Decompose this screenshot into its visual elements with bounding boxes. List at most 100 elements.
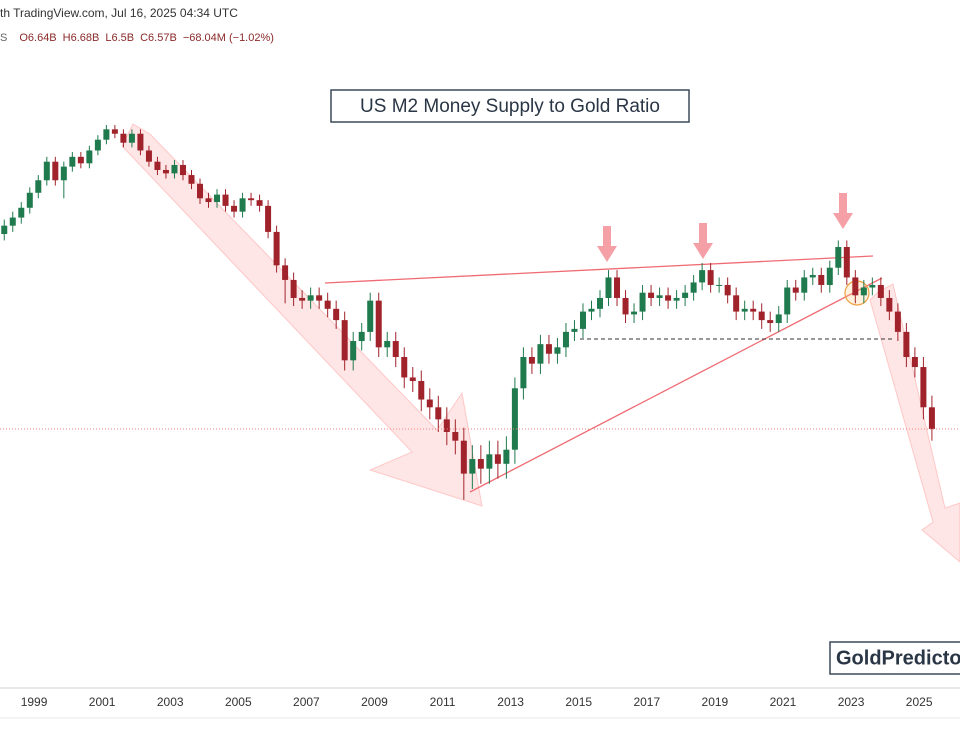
candle-body (690, 282, 697, 293)
candle-body (911, 357, 918, 368)
x-tick-label: 2011 (430, 695, 456, 709)
candle-body (826, 267, 833, 285)
candle-body (860, 287, 867, 296)
candle-body (843, 247, 850, 278)
candle-body (1, 225, 8, 235)
candle-body (248, 198, 255, 201)
x-tick-label: 2001 (89, 695, 116, 709)
candle-body (43, 161, 50, 181)
x-tick-label: 2017 (633, 695, 660, 709)
candle-body (809, 274, 816, 278)
x-tick-label: 2019 (702, 695, 729, 709)
candle-body (358, 331, 365, 342)
candle-body (520, 357, 527, 389)
candle-body (9, 217, 16, 226)
candle-body (435, 407, 442, 420)
candle-body (894, 311, 901, 332)
candle-body (350, 341, 357, 361)
candle-body (733, 295, 740, 312)
legend-item: S (0, 32, 8, 44)
candle-body (367, 300, 374, 332)
candle-body (460, 440, 467, 474)
legend-item: O6.64B (19, 32, 57, 44)
candle-body (784, 287, 791, 315)
candle-body (256, 200, 263, 206)
candle-body (52, 161, 59, 181)
candle-body (401, 357, 408, 378)
candle-body (767, 320, 774, 324)
candle-body (205, 198, 212, 203)
legend-item: H6.68B (62, 32, 100, 44)
candle-body (418, 381, 425, 400)
candle-body (222, 194, 229, 206)
candle-body (60, 166, 67, 181)
x-tick-label: 2013 (497, 695, 524, 709)
candle-body (605, 277, 612, 298)
candle-body (120, 133, 127, 143)
candle-body (537, 344, 544, 364)
x-tick-label: 2003 (157, 695, 184, 709)
candle-body (307, 295, 314, 301)
candle-body (18, 207, 25, 218)
candle-body (452, 431, 459, 441)
candle-body (290, 279, 297, 298)
candle-body (877, 284, 884, 298)
candle-body (239, 198, 246, 212)
candle-body (111, 129, 118, 134)
candle-body (716, 284, 723, 286)
chart-title: US M2 Money Supply to Gold Ratio (360, 96, 660, 117)
candle-body (299, 297, 306, 301)
candle-body (928, 407, 935, 429)
trend-arrow (869, 283, 960, 563)
candle-body (35, 180, 42, 193)
candle-body (188, 175, 195, 184)
candle-body (554, 347, 561, 354)
candle-body (818, 274, 825, 285)
candle-body (920, 367, 927, 408)
legend-item: C6.57B (140, 32, 177, 44)
candle-body (333, 308, 340, 321)
legend-item: −68.04M (−1.02%) (182, 32, 274, 44)
candle-body (682, 292, 689, 298)
candle-body (579, 311, 586, 329)
candle-body (375, 300, 382, 348)
support-line (469, 277, 883, 493)
candle-body (477, 459, 484, 469)
candle-body (750, 308, 757, 312)
candle-body (94, 139, 101, 151)
x-tick-label: 2023 (838, 695, 865, 709)
candle-body (171, 164, 178, 174)
candle-body (648, 292, 655, 298)
x-tick-label: 1999 (21, 695, 48, 709)
candle-body (469, 459, 476, 474)
candle-body (545, 344, 552, 354)
candle-body (699, 270, 706, 283)
candle-body (316, 295, 323, 301)
x-tick-label: 2007 (293, 695, 320, 709)
candle-body (503, 449, 510, 464)
trend-arrow (121, 123, 483, 507)
candle-body (231, 205, 238, 212)
candle-body (137, 133, 144, 151)
candle-body (443, 419, 450, 432)
candle-body (214, 194, 221, 203)
candle-body (162, 169, 169, 174)
candle-body (835, 247, 842, 268)
ohlc-legend: S O6.64B H6.68B L6.5B C6.57B −68.04M (−1.02%) (0, 32, 274, 44)
x-tick-label: 2025 (906, 695, 933, 709)
candle-body (528, 357, 535, 364)
resistance-line (324, 255, 874, 284)
candle-body (426, 399, 433, 408)
x-tick-label: 2009 (361, 695, 388, 709)
candle-body (511, 388, 518, 450)
watermark-box (829, 641, 960, 675)
watermark: GoldPredicto (836, 647, 960, 669)
down-arrow (693, 223, 713, 259)
candle-body (341, 320, 348, 361)
candle-body (282, 265, 289, 280)
candle-body (77, 156, 84, 164)
candle-body (265, 205, 272, 232)
candle-body (571, 328, 578, 332)
